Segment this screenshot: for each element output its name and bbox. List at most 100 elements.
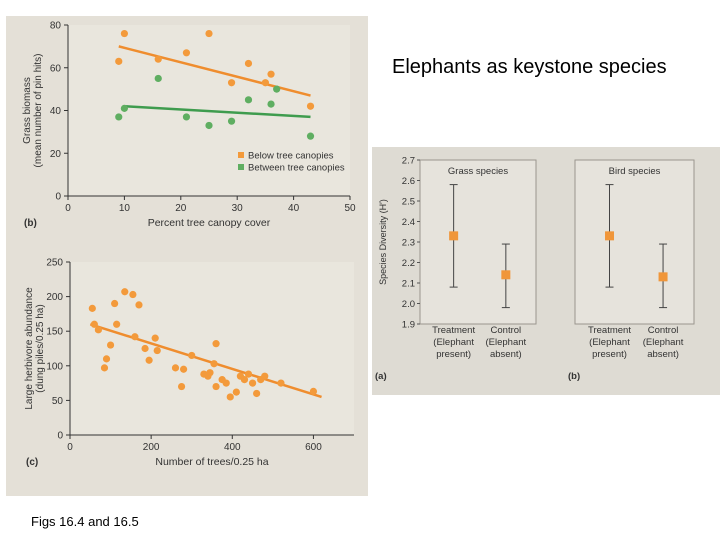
herbivore-data-point bbox=[100, 364, 109, 372]
y-tick-label: 2.1 bbox=[402, 279, 415, 290]
herbivore-data-point bbox=[90, 320, 98, 328]
category-label-line: Control bbox=[648, 325, 679, 336]
right-figure: Grass species 1.9 2.0 2.1 2.2 2.3 2.4 2.5 2.6 2.7… bbox=[372, 147, 720, 395]
category-label-line: (Elephant bbox=[643, 337, 684, 348]
grass-data-point bbox=[227, 79, 236, 87]
category-label-line: present) bbox=[592, 349, 627, 360]
herbivore-data-point bbox=[222, 379, 230, 387]
herbivore-data-point bbox=[240, 376, 249, 384]
herbivore-data-point bbox=[131, 333, 139, 341]
y-tick-label: 100 bbox=[46, 361, 63, 372]
bird-species-plot-frame bbox=[574, 159, 695, 325]
herbivore-data-point bbox=[141, 344, 149, 353]
herbivore-plot-area bbox=[70, 262, 354, 435]
herbivore-data-point bbox=[145, 356, 153, 364]
y-tick-label: 2.3 bbox=[402, 238, 415, 249]
herbivore-data-point bbox=[232, 388, 240, 396]
grass-data-point bbox=[306, 132, 315, 140]
x-tick-label: 10 bbox=[119, 203, 131, 214]
y-tick-label: 250 bbox=[46, 258, 63, 269]
x-tick-label: 0 bbox=[65, 203, 71, 214]
y-tick-label: 2.7 bbox=[402, 156, 415, 167]
y-tick-label: 2.0 bbox=[402, 299, 415, 310]
grass-species-mean-marker bbox=[501, 270, 511, 280]
y-axis-title-line: Grass biomass bbox=[22, 77, 33, 144]
herbivore-data-point bbox=[210, 360, 218, 368]
y-tick-label: 60 bbox=[50, 63, 62, 74]
y-axis-title-line: (dung piles/0.25 ha) bbox=[35, 304, 46, 392]
category-label-line: Control bbox=[491, 325, 522, 336]
bird-species-panel-label: (b) bbox=[568, 371, 580, 382]
x-tick-label: 20 bbox=[175, 203, 187, 214]
herbivore-data-point bbox=[248, 379, 257, 387]
category-label-line: (Elephant bbox=[433, 337, 474, 348]
herbivore-data-point bbox=[206, 369, 214, 377]
y-tick-label: 0 bbox=[57, 431, 63, 442]
herbivore-x-axis-title: Number of trees/0.25 ha bbox=[155, 456, 268, 468]
bird-species-mean-marker bbox=[605, 231, 615, 241]
herbivore-data-point bbox=[121, 288, 129, 296]
x-tick-label: 40 bbox=[288, 203, 300, 214]
category-label-line: absent) bbox=[647, 349, 679, 360]
y-tick-label: 1.9 bbox=[402, 320, 415, 331]
grass-data-point bbox=[154, 74, 162, 83]
x-tick-label: 30 bbox=[232, 203, 244, 214]
grass-data-point bbox=[261, 79, 269, 87]
category-label-line: present) bbox=[436, 349, 471, 360]
slide-title: Elephants as keystone species bbox=[392, 56, 667, 78]
category-label-line: Treatment bbox=[588, 325, 631, 336]
category-label-line: absent) bbox=[490, 349, 522, 360]
herbivore-data-point bbox=[212, 382, 220, 391]
grass-panel-label: (b) bbox=[24, 218, 37, 229]
herbivore-data-point bbox=[244, 370, 253, 378]
y-tick-label: 200 bbox=[46, 292, 63, 303]
herbivore-panel-label: (c) bbox=[26, 457, 38, 468]
grass-data-point bbox=[244, 59, 253, 68]
figure-caption: Figs 16.4 and 16.5 bbox=[31, 514, 139, 529]
y-tick-label: 150 bbox=[46, 327, 63, 338]
y-tick-label: 2.4 bbox=[402, 217, 415, 228]
grass-data-point bbox=[182, 49, 191, 57]
bird-species-category-label: Treatment (Elephant present) bbox=[588, 325, 631, 360]
legend-swatch bbox=[238, 152, 244, 158]
y-axis-title-line: Large herbivore abundance bbox=[24, 287, 35, 410]
y-tick-label: 0 bbox=[55, 192, 61, 203]
category-label-line: (Elephant bbox=[486, 337, 527, 348]
x-tick-label: 200 bbox=[143, 442, 160, 453]
legend-label: Below tree canopies bbox=[248, 151, 334, 162]
herbivore-data-point bbox=[102, 355, 111, 363]
herbivore-data-point bbox=[129, 290, 137, 299]
grass-species-y-axis-title: Species Diversity (H′) bbox=[378, 199, 388, 285]
x-tick-label: 50 bbox=[344, 203, 356, 214]
category-label-line: (Elephant bbox=[589, 337, 630, 348]
bird-species-subtitle: Bird species bbox=[609, 166, 661, 177]
grass-data-point bbox=[154, 55, 162, 63]
herbivore-data-point bbox=[113, 320, 121, 328]
grass-data-point bbox=[267, 100, 275, 108]
grass-data-point bbox=[120, 29, 128, 38]
herbivore-data-point bbox=[151, 334, 159, 342]
bird-species-mean-marker bbox=[658, 272, 668, 282]
grass-species-panel-label: (a) bbox=[375, 371, 387, 382]
grass-data-point bbox=[205, 29, 213, 38]
herbivore-data-point bbox=[111, 299, 119, 308]
herbivore-data-point bbox=[226, 393, 234, 401]
herbivore-y-axis-title: Large herbivore abundance(dung piles/0.2… bbox=[24, 287, 46, 410]
herbivore-data-point bbox=[171, 364, 180, 372]
grass-species-category-label: Treatment (Elephant present) bbox=[432, 325, 475, 360]
grass-data-point bbox=[306, 102, 315, 110]
herbivore-data-point bbox=[88, 304, 96, 312]
y-tick-label: 20 bbox=[50, 149, 62, 160]
grass-data-point bbox=[205, 121, 213, 130]
herbivore-data-point bbox=[180, 365, 188, 373]
herbivore-data-point bbox=[253, 389, 261, 398]
x-tick-label: 400 bbox=[224, 442, 241, 453]
y-tick-label: 2.6 bbox=[402, 176, 415, 187]
grass-data-point bbox=[115, 57, 123, 65]
herbivore-data-point bbox=[177, 382, 186, 391]
herbivore-data-point bbox=[153, 346, 161, 355]
grass-x-axis-title: Percent tree canopy cover bbox=[148, 217, 271, 229]
y-tick-label: 80 bbox=[50, 21, 62, 32]
grass-data-point bbox=[115, 113, 123, 121]
grass-data-point bbox=[120, 104, 128, 112]
